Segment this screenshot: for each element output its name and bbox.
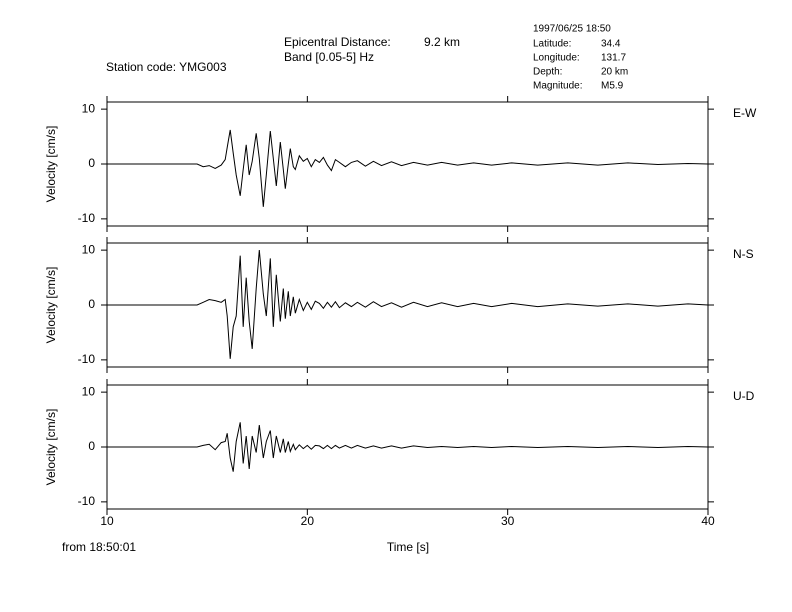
y-tick-label: -10	[78, 352, 96, 366]
y-tick-label: 0	[88, 156, 95, 170]
latitude-label: Latitude:	[533, 39, 571, 50]
station-code: Station code: YMG003	[106, 60, 227, 74]
y-tick-label: 0	[88, 297, 95, 311]
y-axis-label: Velocity [cm/s]	[44, 126, 58, 203]
band: Band [0.05-5] Hz	[284, 50, 374, 64]
trace	[107, 129, 709, 207]
trace	[107, 250, 709, 359]
longitude: 131.7	[601, 53, 626, 64]
magnitude: M5.9	[601, 81, 624, 92]
panel-label: N-S	[733, 247, 754, 261]
depth-label: Depth:	[533, 67, 562, 78]
longitude-label: Longitude:	[533, 53, 580, 64]
y-axis-label: Velocity [cm/s]	[44, 267, 58, 344]
trace	[107, 422, 709, 472]
depth: 20 km	[601, 67, 628, 78]
y-tick-label: -10	[78, 494, 96, 508]
distance: 9.2 km	[424, 35, 460, 49]
y-axis-label: Velocity [cm/s]	[44, 409, 58, 486]
y-tick-label: 10	[82, 384, 96, 398]
magnitude-label: Magnitude:	[533, 81, 582, 92]
panel-label: E-W	[733, 106, 757, 120]
start-time: from 18:50:01	[62, 540, 136, 554]
datetime: 1997/06/25 18:50	[533, 24, 611, 35]
y-tick-label: 0	[88, 439, 95, 453]
x-tick-label: 10	[100, 514, 114, 528]
panel-label: U-D	[733, 389, 755, 403]
y-tick-label: 10	[82, 242, 96, 256]
y-tick-label: -10	[78, 211, 96, 225]
distance-label: Epicentral Distance:	[284, 35, 391, 49]
y-tick-label: 10	[82, 101, 96, 115]
latitude: 34.4	[601, 39, 621, 50]
x-tick-label: 20	[301, 514, 315, 528]
x-tick-label: 30	[501, 514, 515, 528]
x-tick-label: 40	[701, 514, 715, 528]
x-axis-label: Time [s]	[387, 540, 429, 554]
